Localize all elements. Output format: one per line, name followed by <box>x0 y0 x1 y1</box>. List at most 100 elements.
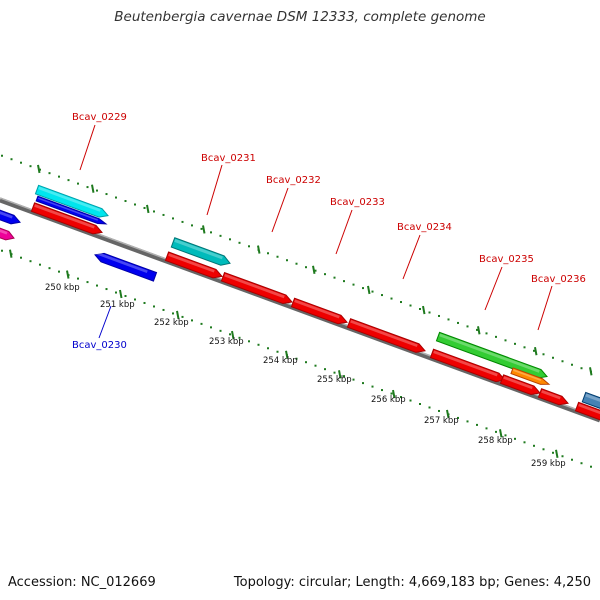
gene-label[interactable]: Bcav_0231 <box>201 153 256 164</box>
lower-major-tick <box>119 289 123 299</box>
upper-ruler-dot <box>400 301 402 304</box>
upper-ruler-dot <box>580 367 583 370</box>
upper-ruler-dot <box>542 353 545 356</box>
lower-major-tick <box>446 409 450 419</box>
lower-ruler-dot <box>96 284 98 287</box>
lower-ruler-dot <box>523 441 526 444</box>
kbp-label: 253 kbp <box>209 337 244 347</box>
gene-arrow-magenta-edge[interactable] <box>0 224 16 242</box>
upper-ruler-dot <box>86 186 89 189</box>
gene-arrow-blue-thin[interactable] <box>35 195 108 226</box>
lower-major-tick <box>9 249 13 258</box>
lower-ruler-dot <box>580 462 583 465</box>
upper-ruler-dot <box>96 189 98 192</box>
lower-ruler-dot <box>229 333 231 336</box>
lower-ruler-dot <box>29 260 32 263</box>
gene-label[interactable]: Bcav_0234 <box>397 222 452 233</box>
lower-ruler-dot <box>305 361 307 364</box>
leader-line <box>271 187 289 233</box>
upper-ruler-dot <box>29 165 32 168</box>
upper-ruler <box>1 154 593 376</box>
gene-arrow-blue-edge[interactable] <box>0 206 22 226</box>
lower-major-tick <box>338 370 342 379</box>
gene-arrow-red-0229[interactable] <box>30 202 103 237</box>
gene-label[interactable]: Bcav_0230 <box>72 340 127 351</box>
gene-label[interactable]: Bcav_0235 <box>479 254 534 265</box>
upper-ruler-dot <box>210 231 212 234</box>
upper-ruler-dot <box>552 356 554 359</box>
gene-arrow-blue-0230[interactable] <box>93 251 158 282</box>
lower-major-tick <box>392 389 396 399</box>
gene-arrow-orange-0235[interactable] <box>510 367 551 387</box>
upper-ruler-dot <box>514 342 516 345</box>
lower-ruler-dot <box>457 416 459 419</box>
upper-ruler-dot <box>371 290 374 293</box>
upper-ruler-dot <box>504 339 507 342</box>
upper-ruler-dot <box>200 227 203 230</box>
lower-ruler-dot <box>295 357 298 360</box>
lower-ruler-dot <box>371 385 374 388</box>
lower-ruler-dot <box>58 270 60 273</box>
gene-label[interactable]: Bcav_0236 <box>531 274 586 285</box>
gene-arrow-red-0234[interactable] <box>346 318 426 355</box>
upper-ruler-dot <box>229 238 231 241</box>
gene-features[interactable] <box>0 184 600 423</box>
lower-ruler-dot <box>561 455 564 458</box>
lower-ruler-dot <box>77 277 79 280</box>
gene-label[interactable]: Bcav_0229 <box>72 112 127 123</box>
gene-arrow-red-0235[interactable] <box>429 348 506 384</box>
lower-ruler-dot <box>267 347 269 350</box>
lower-ruler-dot <box>485 427 488 430</box>
gene-arrow-red-0231[interactable] <box>164 251 223 281</box>
lower-ruler-dot <box>48 267 51 270</box>
lower-major-tick <box>176 310 180 320</box>
lower-ruler-dot <box>39 263 41 266</box>
gene-arrow-steelblue-edge[interactable] <box>581 391 600 411</box>
lower-ruler-dot <box>400 396 402 399</box>
gene-arrow-red-0236[interactable] <box>499 374 541 397</box>
lower-ruler-dot <box>143 301 146 304</box>
lower-ruler-dot <box>153 305 155 308</box>
lower-ruler-dot <box>542 448 545 451</box>
upper-ruler-dot <box>276 255 279 258</box>
kbp-label: 256 kbp <box>371 395 406 405</box>
gene-arrow-cyan-0231[interactable] <box>170 237 231 268</box>
gene-arrow-red-0236b[interactable] <box>537 388 569 408</box>
genome-summary: Topology: circular; Length: 4,669,183 bp… <box>233 575 591 590</box>
lower-ruler-dot <box>172 312 174 315</box>
upper-ruler-dot <box>362 287 364 290</box>
lower-ruler-dot <box>343 375 345 378</box>
gene-arrow-cyan-0229[interactable] <box>34 184 109 219</box>
lower-ruler-dot <box>219 329 222 332</box>
upper-ruler-dot <box>352 283 355 286</box>
map-title: Beutenbergia cavernae DSM 12333, complet… <box>114 9 486 25</box>
upper-major-tick <box>422 305 426 315</box>
lower-ruler <box>1 249 592 468</box>
upper-ruler-dot <box>409 304 412 307</box>
upper-ruler-dot <box>248 245 250 248</box>
upper-ruler-dot <box>134 203 136 206</box>
upper-ruler-dot <box>191 224 193 227</box>
gene-label[interactable]: Bcav_0232 <box>266 175 321 186</box>
lower-ruler-dot <box>257 343 260 346</box>
leader-line <box>98 305 112 339</box>
accession-label: Accession: NC_012669 <box>8 575 156 590</box>
gene-arrow-red-0233[interactable] <box>290 297 348 326</box>
lower-ruler-dot <box>314 364 317 367</box>
upper-ruler-dot <box>466 325 469 328</box>
upper-major-tick <box>146 204 150 214</box>
gene-arrow-green-0235[interactable] <box>435 331 548 380</box>
upper-ruler-dot <box>58 175 60 178</box>
gene-label[interactable]: Bcav_0233 <box>330 197 385 208</box>
upper-major-tick <box>477 326 481 335</box>
upper-ruler-dot <box>485 332 488 335</box>
upper-ruler-dot <box>219 234 222 237</box>
kbp-label: 255 kbp <box>317 375 352 385</box>
lower-ruler-dot <box>105 288 108 291</box>
upper-ruler-dot <box>267 252 269 255</box>
gene-arrow-red-0232[interactable] <box>220 271 293 307</box>
kbp-labels: 250 kbp 251 kbp 252 kbp 253 kbp 254 kbp 255 k… <box>45 283 566 469</box>
upper-major-tick <box>257 245 261 254</box>
upper-ruler-dot <box>438 314 440 317</box>
